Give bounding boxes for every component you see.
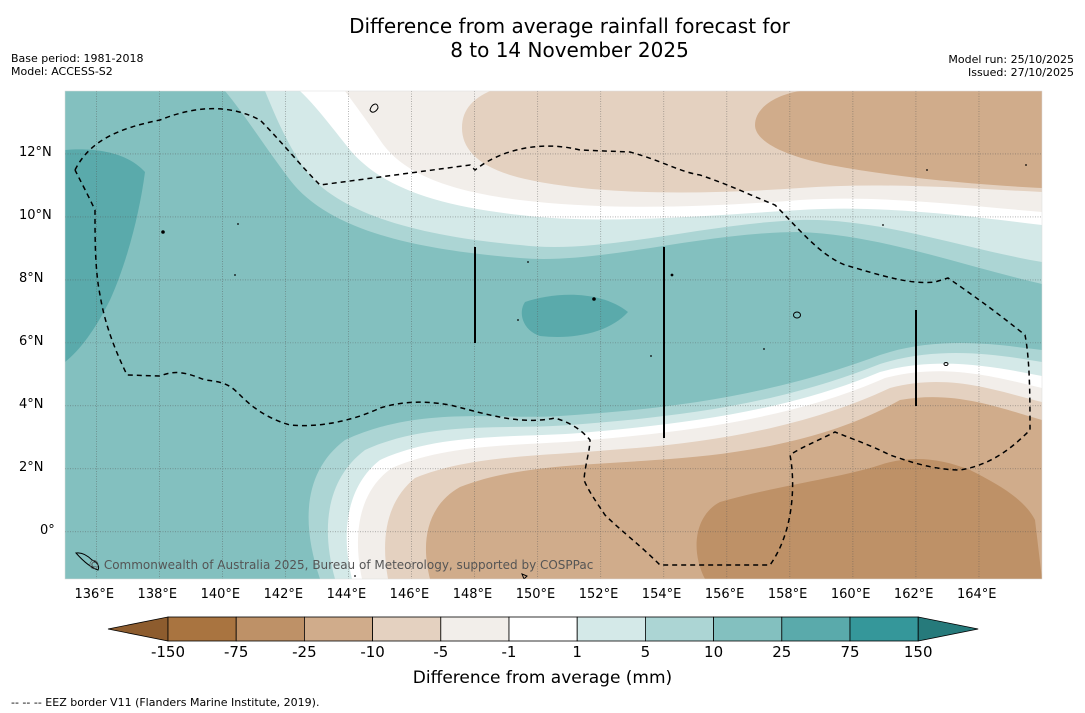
colorbar-segment <box>508 616 578 642</box>
x-tick-label: 140°E <box>200 587 241 602</box>
colorbar-segment <box>235 616 305 642</box>
colorbar-segment <box>576 616 646 642</box>
island <box>354 575 356 577</box>
band-neg-25-75-south <box>696 458 1042 579</box>
title-line-2: 8 to 14 November 2025 <box>450 38 689 62</box>
colorbar-tick: 10 <box>704 643 724 661</box>
y-tick-label: 0° <box>40 522 55 538</box>
colorbar-tick: -5 <box>433 643 449 661</box>
colorbar-segment <box>645 616 715 642</box>
x-tick-label: 152°E <box>578 587 619 602</box>
colorbar-segment <box>440 616 510 642</box>
map-frame <box>64 90 1043 580</box>
model-run: Model run: 25/10/2025 <box>948 53 1074 66</box>
map-title: Difference from average rainfall forecas… <box>0 14 1085 62</box>
eez-footnote: -- -- -- EEZ border V11 (Flanders Marine… <box>11 696 320 709</box>
gridlines <box>65 91 1042 579</box>
band-pos-25-75-central <box>521 294 628 337</box>
colorbar <box>107 616 979 642</box>
y-tick-label: 2°N <box>19 459 44 475</box>
y-tick-label: 6°N <box>19 333 44 349</box>
island <box>882 224 884 226</box>
x-tick-label: 146°E <box>389 587 430 602</box>
band-pos-25-75-west <box>65 149 145 362</box>
x-tick-label: 142°E <box>263 587 304 602</box>
colorbar-title: Difference from average (mm) <box>412 668 673 688</box>
island <box>926 169 928 171</box>
x-tick-label: 160°E <box>830 587 871 602</box>
colorbar-segment <box>781 616 851 642</box>
colorbar-tick: -1 <box>501 643 517 661</box>
boundary-lines <box>474 247 917 438</box>
colorbar-segment <box>713 616 783 642</box>
colorbar-tick-labels: -150 -75 -25 -10 -5 -1 1 5 10 25 75 150 <box>0 643 1085 663</box>
x-tick-label: 156°E <box>704 587 745 602</box>
colorbar-over-triangle <box>917 616 979 642</box>
colorbar-segment <box>849 616 919 642</box>
x-tick-label: 158°E <box>767 587 808 602</box>
island-outline <box>75 552 100 571</box>
island <box>517 319 519 321</box>
x-tick-label: 162°E <box>893 587 934 602</box>
band-neg-10-25-north <box>755 91 1042 188</box>
y-tick-label: 10°N <box>19 207 52 223</box>
colorbar-tick: 1 <box>572 643 582 661</box>
island-outline <box>521 573 528 579</box>
y-tick-label: 12°N <box>19 144 52 160</box>
base-period: Base period: 1981-2018 <box>11 52 144 65</box>
eez-border-path <box>74 107 1031 566</box>
colorbar-tick: 5 <box>640 643 651 661</box>
colorbar-tick: -10 <box>360 643 385 661</box>
y-tick-label: 8°N <box>19 270 44 286</box>
island <box>650 355 652 357</box>
island-outlines <box>75 103 949 579</box>
colorbar-tick: 75 <box>840 643 860 661</box>
copyright-notice: © Commonwealth of Australia 2025, Bureau… <box>88 558 594 572</box>
colorbar-tick: -150 <box>150 643 186 661</box>
model-info: Base period: 1981-2018 Model: ACCESS-S2 <box>11 52 143 78</box>
colorbar-segment <box>303 616 373 642</box>
colorbar-segment <box>372 616 442 642</box>
x-tick-label: 154°E <box>641 587 682 602</box>
colorbar-tick: -75 <box>223 643 249 661</box>
island <box>237 223 239 225</box>
colorbar-tick: -25 <box>292 643 317 661</box>
title-line-1: Difference from average rainfall forecas… <box>349 14 790 38</box>
islands <box>161 164 1027 577</box>
island-outline <box>793 311 801 319</box>
island <box>161 230 165 234</box>
island <box>234 274 236 276</box>
island <box>592 297 596 301</box>
island <box>1025 164 1027 166</box>
x-tick-label: 150°E <box>515 587 556 602</box>
model-name: Model: ACCESS-S2 <box>11 65 113 78</box>
x-tick-label: 136°E <box>74 587 115 602</box>
colorbar-tick: 25 <box>772 643 792 661</box>
run-info: Model run: 25/10/2025 Issued: 27/10/2025 <box>948 53 1074 79</box>
colorbar-tick: 150 <box>903 643 933 661</box>
island-outline <box>943 362 949 366</box>
map-field <box>65 91 1042 579</box>
eez-borders <box>74 107 1031 566</box>
y-tick-label: 4°N <box>19 396 44 412</box>
colorbar-segment <box>167 616 237 642</box>
x-tick-label: 148°E <box>452 587 493 602</box>
colorbar-under-triangle <box>107 616 169 642</box>
x-tick-label: 144°E <box>326 587 367 602</box>
issued-date: Issued: 27/10/2025 <box>967 66 1074 79</box>
island <box>763 348 765 350</box>
x-tick-label: 164°E <box>956 587 997 602</box>
island <box>527 261 529 263</box>
island <box>670 273 674 277</box>
island-outline <box>369 103 379 113</box>
x-tick-label: 138°E <box>137 587 178 602</box>
